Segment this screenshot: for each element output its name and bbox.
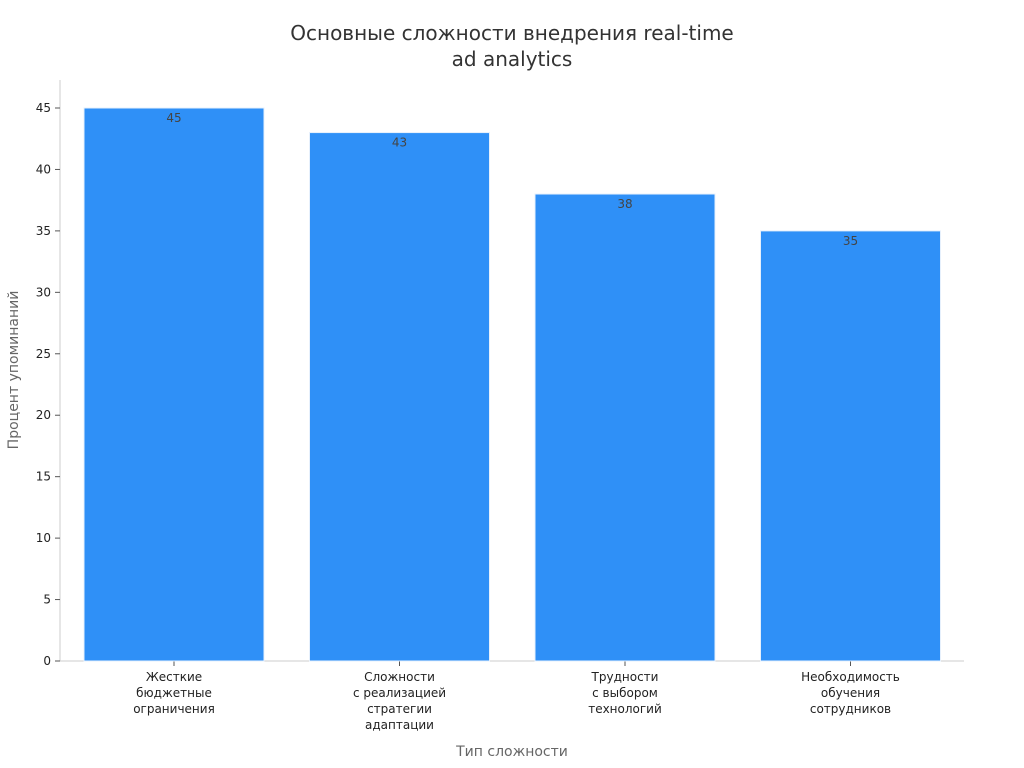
bar [534, 193, 716, 662]
bar [83, 107, 265, 662]
y-tick-label: 45 [36, 101, 51, 115]
y-tick-label: 20 [36, 408, 51, 422]
x-axis: Жесткие бюджетные ограничения Сложности с ре… [60, 660, 964, 732]
x-tick-label: Сложности с реализацией стратегии адаптации [353, 670, 446, 732]
y-tick-label: 15 [36, 470, 51, 484]
data-labels: 45 43 38 35 [166, 111, 858, 248]
y-tick-label: 0 [43, 654, 51, 668]
chart-title: Основные сложности внедрения real-time a… [290, 21, 733, 71]
bar-value-label: 45 [166, 111, 181, 125]
chart-title-line-1: Основные сложности внедрения real-time [290, 21, 733, 45]
y-axis: 0 5 10 15 20 25 30 35 40 45 [36, 80, 61, 668]
bar-value-label: 43 [392, 136, 407, 150]
y-tick-label: 10 [36, 531, 51, 545]
x-axis-label: Тип сложности [455, 744, 568, 760]
y-tick-label: 30 [36, 285, 51, 299]
bar-value-label: 38 [617, 197, 632, 211]
bar [760, 230, 941, 662]
x-tick-label: Необходимость обучения сотрудников [801, 670, 900, 716]
y-tick-label: 40 [36, 162, 51, 176]
bars [83, 107, 941, 662]
chart-title-line-2: ad analytics [452, 47, 573, 71]
y-tick-label: 25 [36, 347, 51, 361]
bar [309, 132, 490, 662]
y-tick-label: 35 [36, 224, 51, 238]
bar-value-label: 35 [843, 234, 858, 248]
x-tick-label: Жесткие бюджетные ограничения [133, 670, 215, 716]
x-tick-label: Трудности с выбором технологий [588, 670, 662, 716]
y-tick-label: 5 [43, 593, 51, 607]
y-axis-label: Процент упоминаний [6, 291, 22, 450]
